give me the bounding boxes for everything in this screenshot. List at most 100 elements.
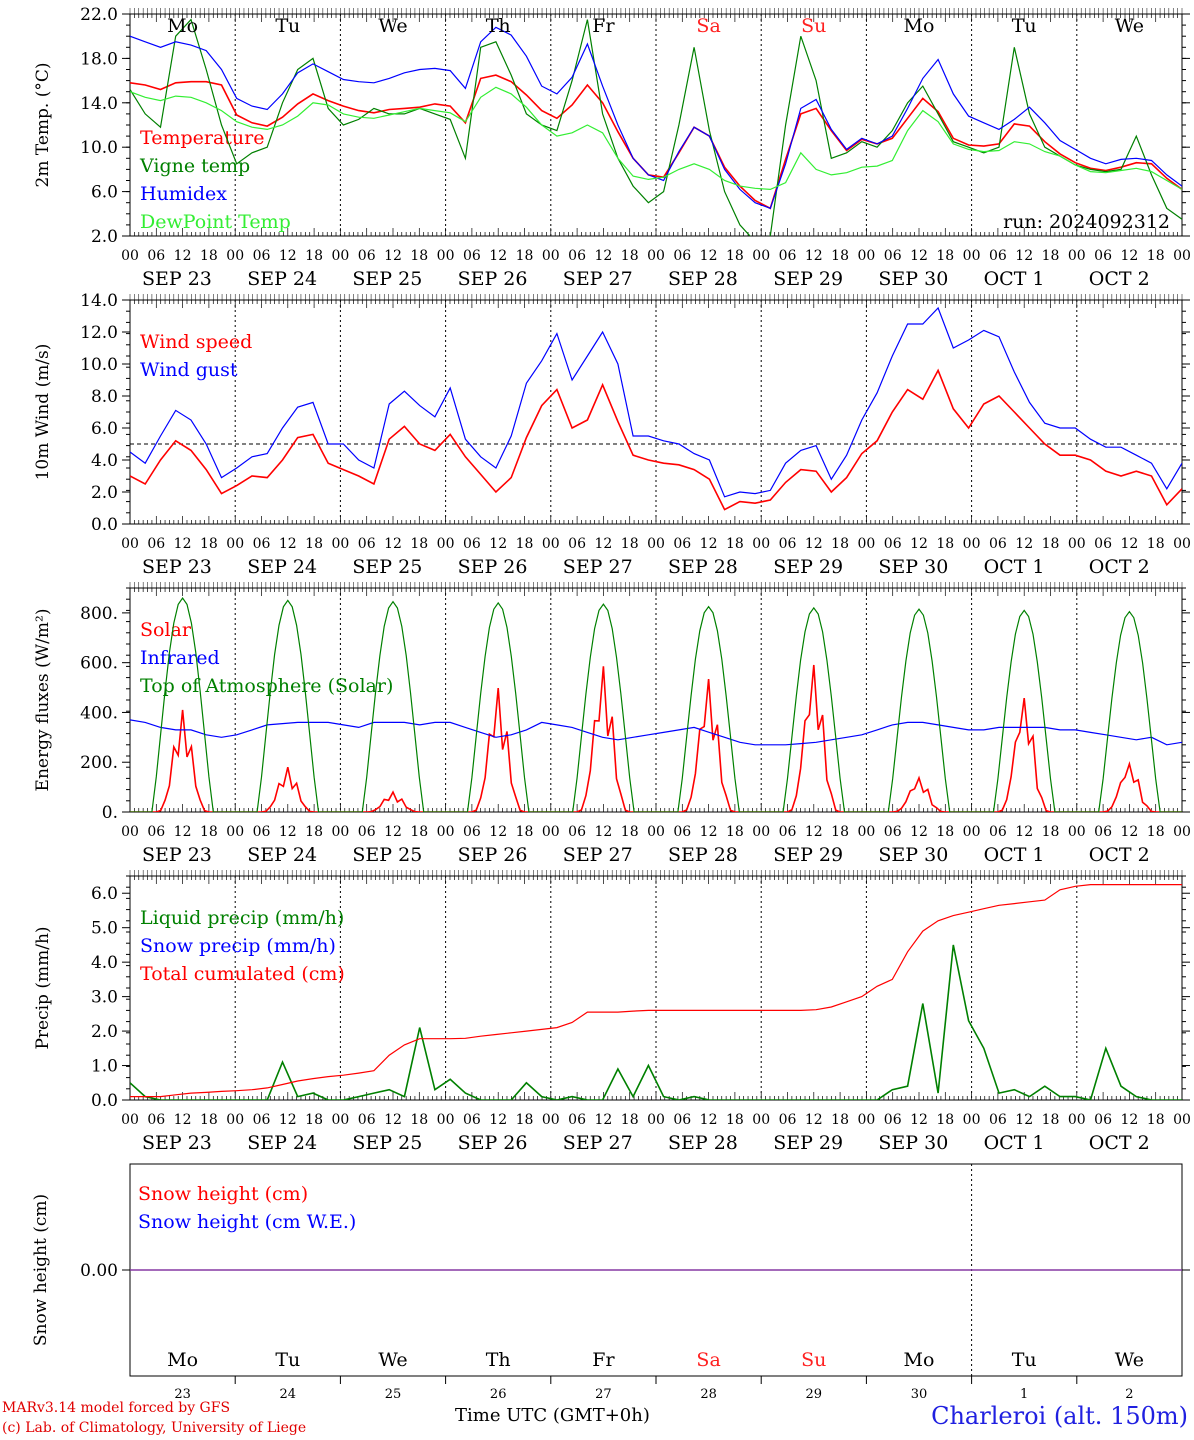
- hour-tick-label: 18: [726, 1112, 744, 1128]
- hour-tick-label: 18: [200, 536, 218, 552]
- ytick-label: 6.0: [91, 419, 118, 439]
- ytick-label: 2.0: [91, 227, 118, 247]
- station-name: Charleroi (alt. 150m): [931, 1402, 1188, 1430]
- hour-tick-label: 12: [489, 1112, 507, 1128]
- date-label: SEP 24: [247, 844, 317, 866]
- hour-tick-label: 00: [647, 1112, 665, 1128]
- hour-tick-label: 18: [200, 1112, 218, 1128]
- ylabel-precip: Precip (mm/h): [33, 926, 53, 1049]
- hour-tick-label: 18: [1042, 1112, 1060, 1128]
- date-label: SEP 24: [247, 1132, 317, 1154]
- hour-tick-label: 12: [594, 1112, 612, 1128]
- date-label: SEP 25: [352, 268, 422, 290]
- date-label: SEP 30: [878, 556, 948, 578]
- hour-tick-label: 12: [489, 824, 507, 840]
- weekday-label: We: [378, 15, 407, 37]
- hour-tick-label: 00: [121, 536, 139, 552]
- ytick-label: 22.0: [80, 5, 118, 25]
- hour-tick-label: 18: [831, 536, 849, 552]
- weekday-label: Mo: [167, 15, 198, 37]
- date-label: SEP 28: [668, 268, 738, 290]
- hour-tick-label: 12: [805, 248, 823, 264]
- hour-tick-label: 18: [936, 248, 954, 264]
- hour-tick-label: 12: [279, 536, 297, 552]
- ytick-label: 14.0: [80, 291, 118, 311]
- hour-tick-label: 12: [910, 1112, 928, 1128]
- hour-tick-label: 18: [621, 536, 639, 552]
- ytick-label: 800.: [80, 604, 118, 624]
- weekday-label: Mo: [167, 1349, 198, 1371]
- hour-tick-label: 00: [857, 248, 875, 264]
- hour-tick-label: 00: [1068, 248, 1086, 264]
- day-number-label: 23: [174, 1387, 191, 1402]
- legend-temperature-1: Vigne temp: [139, 155, 250, 177]
- hour-tick-label: 06: [253, 824, 271, 840]
- hour-tick-label: 00: [1173, 536, 1191, 552]
- hour-tick-label: 12: [700, 824, 718, 840]
- hour-tick-label: 00: [963, 824, 981, 840]
- hour-tick-label: 12: [1120, 824, 1138, 840]
- hour-tick-label: 12: [594, 536, 612, 552]
- hour-tick-label: 00: [752, 1112, 770, 1128]
- ytick-label: 18.0: [80, 49, 118, 69]
- series-line-energy-2: [130, 596, 1182, 812]
- hour-tick-label: 06: [884, 1112, 902, 1128]
- date-label: SEP 23: [142, 1132, 212, 1154]
- hour-tick-label: 18: [516, 824, 534, 840]
- ytick-label: 600.: [80, 654, 118, 674]
- date-label: SEP 23: [142, 268, 212, 290]
- weekday-label: Th: [486, 1349, 511, 1371]
- date-label: SEP 26: [458, 556, 528, 578]
- hour-tick-label: 18: [200, 824, 218, 840]
- ytick-label: 14.0: [80, 94, 118, 114]
- ytick-label: 5.0: [91, 919, 118, 939]
- date-label: SEP 26: [458, 844, 528, 866]
- hour-tick-label: 12: [1120, 1112, 1138, 1128]
- hour-tick-label: 12: [594, 824, 612, 840]
- hour-tick-label: 06: [673, 824, 691, 840]
- hour-tick-label: 12: [700, 536, 718, 552]
- ytick-label: 8.0: [91, 387, 118, 407]
- hour-tick-label: 06: [884, 536, 902, 552]
- legend-wind-0: Wind speed: [140, 331, 252, 353]
- hour-tick-label: 12: [594, 248, 612, 264]
- date-label: SEP 30: [878, 844, 948, 866]
- hour-tick-label: 18: [831, 1112, 849, 1128]
- hour-tick-label: 06: [147, 248, 165, 264]
- hour-tick-label: 18: [200, 248, 218, 264]
- series-line-precip-0: [130, 944, 1182, 1100]
- legend-snow-1: Snow height (cm W.E.): [138, 1211, 356, 1233]
- date-label: SEP 30: [878, 268, 948, 290]
- hour-tick-label: 12: [279, 1112, 297, 1128]
- hour-tick-label: 00: [542, 248, 560, 264]
- hour-tick-label: 12: [805, 536, 823, 552]
- legend-precip-2: Total cumulated (cm): [140, 963, 345, 985]
- hour-tick-label: 18: [936, 824, 954, 840]
- weekday-label: Mo: [904, 1349, 935, 1371]
- hour-tick-label: 00: [1173, 1112, 1191, 1128]
- hour-tick-label: 06: [568, 1112, 586, 1128]
- hour-tick-label: 12: [910, 824, 928, 840]
- legend-wind-1: Wind gust: [140, 359, 238, 381]
- date-label: OCT 2: [1089, 268, 1150, 290]
- hour-tick-label: 06: [884, 824, 902, 840]
- hour-tick-label: 00: [1068, 1112, 1086, 1128]
- ytick-label: 0.0: [91, 515, 118, 535]
- date-label: SEP 29: [773, 268, 843, 290]
- hour-tick-label: 18: [410, 536, 428, 552]
- legend-energy-2: Top of Atmosphere (Solar): [140, 675, 393, 697]
- series-line-energy-0: [130, 664, 1182, 812]
- weekday-label: Tu: [275, 15, 300, 37]
- series-line-precip-2: [130, 884, 1182, 1098]
- hour-tick-label: 18: [726, 824, 744, 840]
- hour-tick-label: 12: [174, 824, 192, 840]
- day-number-label: 24: [280, 1387, 297, 1402]
- hour-tick-label: 00: [1068, 824, 1086, 840]
- hour-tick-label: 00: [121, 248, 139, 264]
- hour-tick-label: 00: [1173, 824, 1191, 840]
- ylabel-temperature: 2m Temp. (°C): [33, 62, 53, 187]
- hour-tick-label: 18: [831, 248, 849, 264]
- hour-tick-label: 12: [700, 1112, 718, 1128]
- hour-tick-label: 00: [226, 1112, 244, 1128]
- hour-tick-label: 06: [989, 824, 1007, 840]
